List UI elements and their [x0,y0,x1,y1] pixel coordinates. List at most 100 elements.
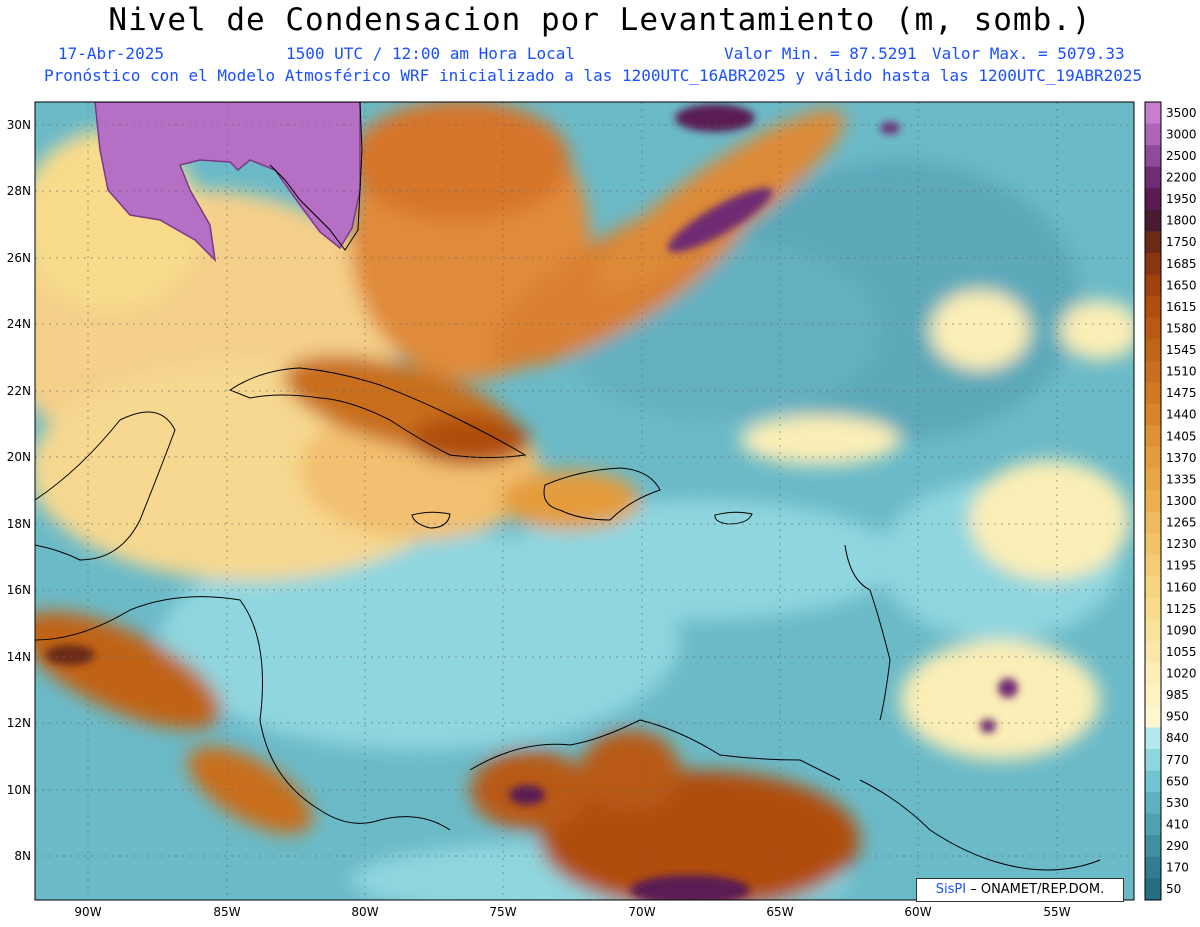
colorbar-label: 1160 [1166,580,1197,594]
colorbar-swatch [1145,619,1161,642]
colorbar-label: 290 [1166,839,1189,853]
colorbar-swatch [1145,447,1161,470]
lat-label: 10N [7,783,31,797]
lon-label: 75W [489,905,516,919]
latitude-labels: 30N 28N 26N 24N 22N 20N 18N 16N 14N 12N … [7,118,31,863]
colorbar-label: 530 [1166,796,1189,810]
colorbar-swatch [1145,274,1161,297]
lon-label: 60W [904,905,931,919]
colorbar-swatch [1145,835,1161,858]
colorbar-label: 410 [1166,818,1189,832]
colorbar-swatch [1145,317,1161,340]
colorbar-swatch [1145,360,1161,383]
colorbar-swatch [1145,296,1161,319]
graticule [35,102,1134,900]
colorbar-swatch [1145,231,1161,254]
forecast-date: 17-Abr-2025 [58,44,164,63]
colorbar-swatch [1145,770,1161,793]
model-subtitle: Pronóstico con el Modelo Atmosférico WRF… [44,66,1143,85]
lat-label: 8N [14,849,31,863]
longitude-labels: 90W 85W 80W 75W 70W 65W 60W 55W [74,905,1070,919]
lon-label: 90W [74,905,101,919]
colorbar-frame [1144,101,1162,901]
colorbar-swatch [1145,856,1161,879]
colorbar-swatch [1145,425,1161,448]
colorbar-swatch [1145,102,1161,125]
colorbar-swatch [1145,403,1161,427]
colorbar-label: 1800 [1166,214,1197,228]
lon-label: 85W [213,905,240,919]
colorbar-label: 1615 [1166,300,1197,314]
colorbar-label: 985 [1166,688,1189,702]
colorbar-swatch [1145,382,1161,405]
colorbar-label: 1370 [1166,451,1197,465]
colorbar-swatch [1145,209,1161,232]
colorbar-label: 840 [1166,731,1189,745]
colorbar-label: 1685 [1166,257,1197,271]
colorbar-swatch [1145,511,1161,534]
colorbar-swatch [1145,792,1161,815]
colorbar-swatch [1145,490,1161,513]
colorbar-label: 650 [1166,774,1189,788]
colorbar-label: 1090 [1166,623,1197,637]
colorbar-label: 1405 [1166,429,1197,443]
lat-label: 22N [7,384,31,398]
colorbar: 3500 3000 2500 2200 1950 1800 1750 1685 1650 1615… [1144,101,1197,901]
lat-label: 20N [7,450,31,464]
colorbar-label: 170 [1166,861,1189,875]
colorbar-label: 50 [1166,882,1181,896]
colorbar-label: 3500 [1166,106,1197,120]
colorbar-swatch [1145,598,1161,621]
colorbar-label: 1510 [1166,365,1197,379]
colorbar-label: 1125 [1166,602,1197,616]
sispi-logo: SisPI [935,882,967,897]
colorbar-swatch [1145,662,1161,685]
lon-label: 55W [1043,905,1070,919]
lcl-field [35,102,1134,900]
colorbar-swatch [1145,468,1161,491]
colorbar-swatch [1145,166,1161,189]
max-value: Valor Max. = 5079.33 [932,44,1125,63]
lat-label: 16N [7,583,31,597]
lat-label: 24N [7,317,31,331]
credit-text: – ONAMET/REP.DOM. [970,882,1105,897]
colorbar-label: 1950 [1166,192,1197,206]
colorbar-swatch [1145,554,1161,577]
min-value: Valor Min. = 87.5291 [724,44,917,63]
colorbar-label: 1020 [1166,667,1197,681]
colorbar-label: 1650 [1166,278,1197,292]
colorbar-swatch [1145,252,1161,276]
colorbar-label: 1335 [1166,472,1197,486]
lat-label: 18N [7,517,31,531]
colorbar-swatch [1145,576,1161,599]
lon-label: 65W [766,905,793,919]
colorbar-label: 2500 [1166,149,1197,163]
colorbar-label: 2200 [1166,170,1197,184]
forecast-time: 1500 UTC / 12:00 am Hora Local [286,44,575,63]
colorbar-label: 1300 [1166,494,1197,508]
lat-label: 26N [7,251,31,265]
colorbar-label: 1265 [1166,516,1197,530]
colorbar-swatch [1145,641,1161,664]
colorbar-label: 950 [1166,710,1189,724]
colorbar-label: 1750 [1166,235,1197,249]
colorbar-swatch [1145,705,1161,728]
colorbar-label: 770 [1166,753,1189,767]
colorbar-label: 1545 [1166,343,1197,357]
colorbar-swatch [1145,123,1161,146]
colorbar-label: 1055 [1166,645,1197,659]
colorbar-swatch [1145,145,1161,168]
lat-label: 12N [7,716,31,730]
colorbar-swatch [1145,684,1161,707]
lat-label: 14N [7,650,31,664]
chart-title: Nivel de Condensacion por Levantamiento … [108,2,1092,38]
colorbar-swatch [1145,727,1161,750]
colorbar-label: 1475 [1166,386,1197,400]
map-frame [34,101,1135,901]
colorbar-label: 3000 [1166,127,1197,141]
lat-label: 28N [7,184,31,198]
colorbar-label: 1230 [1166,537,1197,551]
colorbar-swatch [1145,813,1161,836]
colorbar-label: 1580 [1166,321,1197,335]
